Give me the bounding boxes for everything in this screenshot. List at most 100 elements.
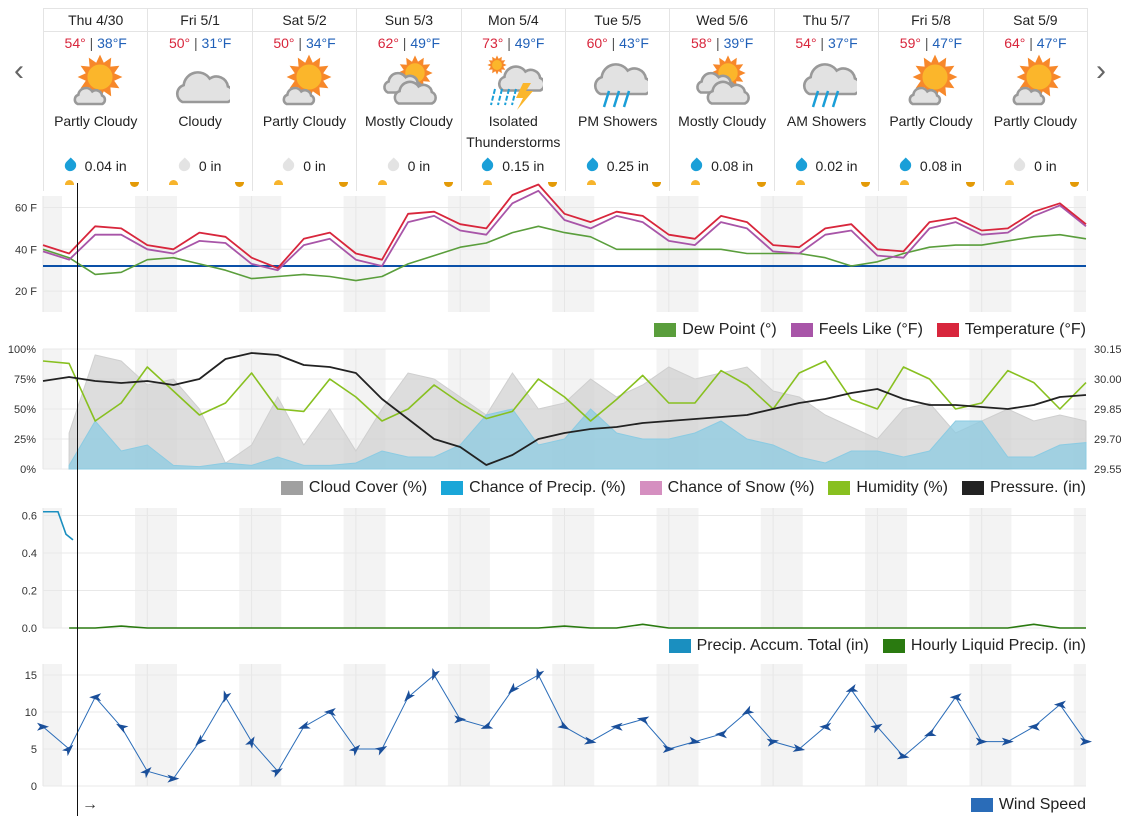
night-band bbox=[135, 664, 177, 786]
day-column[interactable]: Fri 5/1 50° | 31°F Cloudy 0 in bbox=[148, 9, 253, 191]
legend-item[interactable]: Wind Speed bbox=[970, 796, 1086, 814]
raindrop-icon bbox=[479, 157, 496, 174]
condition: Partly Cloudy bbox=[889, 113, 973, 129]
night-band bbox=[656, 664, 699, 786]
low-temp: 49°F bbox=[514, 35, 545, 51]
legend-label: Wind Speed bbox=[998, 796, 1086, 813]
legend-item[interactable]: Dew Point (°) bbox=[654, 321, 777, 339]
temps: 54° | 37°F bbox=[795, 35, 858, 51]
mostly-cloudy-icon bbox=[383, 55, 437, 105]
day-column[interactable]: Sun 5/3 62° | 49°F Mostly Cloudy 0 in bbox=[357, 9, 462, 191]
legend-swatch bbox=[441, 481, 464, 495]
raindrop-icon bbox=[1011, 157, 1028, 174]
day-column[interactable]: Thu 4/30 54° | 38°F Partly Cloudy 0.04 i… bbox=[44, 9, 149, 191]
y-tick-label: 20 F bbox=[15, 286, 37, 298]
precip-value: 0.04 in bbox=[84, 158, 127, 174]
wind-direction-arrow bbox=[298, 720, 311, 729]
precip-amount: 0.15 in bbox=[462, 157, 565, 174]
legend-swatch bbox=[790, 323, 813, 337]
high-temp: 64° bbox=[1004, 35, 1026, 51]
day-label: Mon 5/4 bbox=[461, 9, 566, 32]
high-temp: 62° bbox=[377, 35, 399, 51]
wind-direction-arrow bbox=[1080, 737, 1092, 746]
high-temp: 60° bbox=[586, 35, 608, 51]
legend-swatch bbox=[654, 323, 677, 337]
cloudy-icon bbox=[176, 71, 231, 104]
night-band bbox=[239, 508, 282, 628]
sunrise-icon bbox=[587, 180, 597, 185]
y-tick-label: 15 bbox=[25, 670, 37, 682]
wind-direction-arrow bbox=[557, 720, 570, 730]
night-band bbox=[1073, 664, 1086, 786]
condition: Partly Cloudy bbox=[262, 113, 347, 129]
day-column[interactable]: Wed 5/6 58° | 39°F Mostly Cloudy 0.08 in bbox=[670, 9, 775, 191]
hourly-precip-line bbox=[69, 623, 1086, 629]
day-column[interactable]: Tue 5/5 60° | 43°F PM Showers 0.25 in bbox=[566, 9, 671, 191]
y-tick-label: 10 bbox=[25, 707, 37, 719]
sunset-icon bbox=[756, 182, 766, 187]
legend-swatch bbox=[970, 798, 993, 812]
legend-item[interactable]: Pressure. (in) bbox=[961, 479, 1086, 497]
night-band bbox=[239, 664, 282, 786]
day-label: Tue 5/5 bbox=[566, 9, 670, 32]
day-column[interactable]: Mon 5/4 73° | 49°F Isolated Thunderstorm… bbox=[461, 9, 567, 191]
legend-item[interactable]: Temperature (°F) bbox=[936, 321, 1086, 339]
legend-label: Pressure. (in) bbox=[989, 479, 1086, 496]
wind-direction-arrow bbox=[245, 736, 255, 749]
night-band bbox=[135, 508, 177, 628]
chevron-left-icon[interactable]: ‹ bbox=[14, 54, 24, 87]
legend-label: Chance of Snow (%) bbox=[667, 479, 815, 496]
thunderstorms-icon bbox=[487, 55, 544, 110]
legend-swatch bbox=[882, 639, 905, 653]
precip-amount: 0.08 in bbox=[879, 157, 982, 174]
day-label: Thu 4/30 bbox=[44, 9, 148, 32]
day-column[interactable]: Sat 5/2 50° | 34°F Partly Cloudy 0 in bbox=[252, 9, 358, 191]
condition: Cloudy bbox=[178, 113, 222, 129]
wind-direction-arrow bbox=[323, 708, 336, 716]
y-tick-label: 25% bbox=[14, 434, 36, 446]
high-temp: 73° bbox=[482, 35, 504, 51]
legend-item[interactable]: Chance of Precip. (%) bbox=[441, 479, 626, 497]
condition: Partly Cloudy bbox=[993, 113, 1077, 129]
sunset-icon bbox=[965, 182, 975, 187]
wind-direction-arrow bbox=[949, 693, 962, 702]
day-label: Wed 5/6 bbox=[670, 9, 774, 32]
legend-item[interactable]: Hourly Liquid Precip. (in) bbox=[882, 637, 1086, 655]
day-column[interactable]: Sat 5/9 64° | 47°F Partly Cloudy 0 in bbox=[983, 9, 1089, 191]
high-temp: 54° bbox=[64, 35, 86, 51]
day-column[interactable]: Thu 5/7 54° | 37°F AM Showers 0.02 in bbox=[774, 9, 880, 191]
wind-direction-arrow bbox=[1001, 737, 1014, 746]
sunrise-icon bbox=[378, 180, 388, 185]
legend-item[interactable]: Cloud Cover (%) bbox=[280, 479, 427, 497]
chevron-right-icon[interactable]: › bbox=[1096, 54, 1106, 87]
precip-value: 0 in bbox=[407, 158, 431, 174]
wind-direction-arrow bbox=[741, 705, 755, 715]
legend-item[interactable]: Feels Like (°F) bbox=[790, 321, 923, 339]
y-tick-label: 100% bbox=[8, 344, 36, 356]
y2-tick-label: 29.85 bbox=[1094, 404, 1122, 416]
precip-amount: 0 in bbox=[984, 157, 1087, 174]
legend-item[interactable]: Humidity (%) bbox=[828, 479, 948, 497]
precip-amount: 0 in bbox=[148, 157, 251, 174]
legend-item[interactable]: Precip. Accum. Total (in) bbox=[668, 637, 869, 655]
low-temp: 43°F bbox=[619, 35, 649, 51]
y2-tick-label: 30.00 bbox=[1094, 374, 1122, 386]
wind-direction-arrow bbox=[480, 720, 494, 729]
day-label: Sat 5/9 bbox=[983, 9, 1088, 32]
day-label: Thu 5/7 bbox=[774, 9, 879, 32]
sunrise-icon bbox=[795, 180, 805, 185]
night-band bbox=[43, 508, 62, 628]
day-column[interactable]: Fri 5/8 59° | 47°F Partly Cloudy 0.08 in bbox=[879, 9, 984, 191]
sunset-icon bbox=[548, 182, 558, 187]
night-band bbox=[760, 664, 803, 786]
wind-direction-arrow bbox=[870, 723, 883, 734]
temps: 73° | 49°F bbox=[482, 35, 545, 51]
legend-label: Temperature (°F) bbox=[964, 321, 1086, 338]
mostly-cloudy-icon bbox=[696, 55, 751, 105]
showers-icon bbox=[802, 63, 857, 108]
night-band bbox=[865, 664, 908, 786]
legend-item[interactable]: Chance of Snow (%) bbox=[639, 479, 815, 497]
precip-value: 0.08 in bbox=[919, 158, 962, 174]
wind-direction-arrow bbox=[89, 693, 102, 702]
wind-direction-arrow bbox=[348, 744, 361, 757]
